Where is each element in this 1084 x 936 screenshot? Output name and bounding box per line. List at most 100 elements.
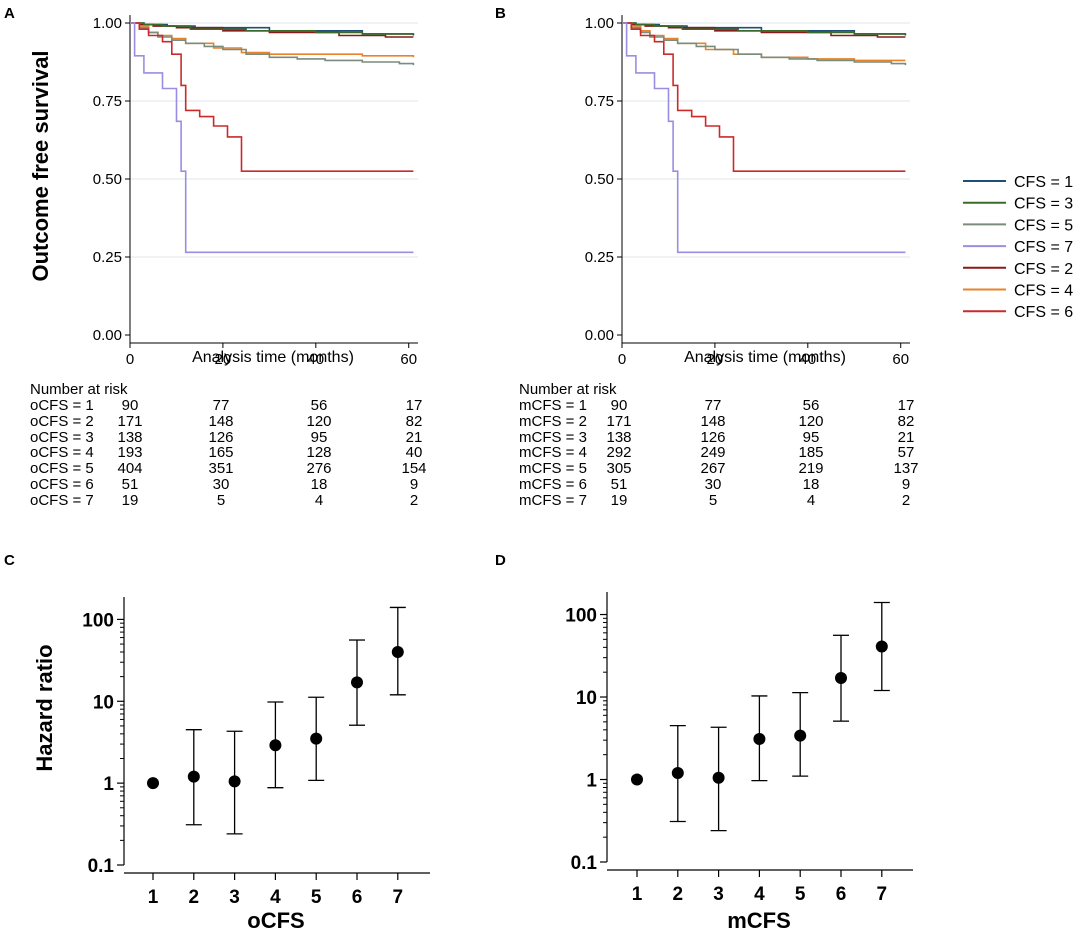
x-tick-label: 3 <box>713 884 724 905</box>
x-tick-label: 20 <box>215 351 232 368</box>
risk-row-label: mCFS = 3 <box>519 428 587 446</box>
risk-count: 351 <box>208 460 234 478</box>
x-tick-label: 7 <box>877 884 888 905</box>
risk-count: 276 <box>306 460 332 478</box>
risk-count: 171 <box>606 412 632 430</box>
risk-row: mCFS = 6 51 30 18 9 <box>519 477 979 493</box>
risk-count: 57 <box>897 444 915 462</box>
risk-count: 21 <box>405 428 423 446</box>
risk-row: oCFS = 3 138 126 95 21 <box>30 428 490 446</box>
risk-table-title: Number at risk <box>30 381 128 398</box>
risk-count: 219 <box>798 460 824 478</box>
risk-row-label: oCFS = 7 <box>30 491 94 509</box>
risk-table-title: Number at risk <box>519 381 617 398</box>
y-tick-label: 0.00 <box>585 327 614 344</box>
risk-count: 4 <box>314 491 324 509</box>
y-tick-label: 0.00 <box>93 327 122 344</box>
risk-row: oCFS = 1 90 77 56 17 <box>30 398 490 414</box>
risk-count: 18 <box>310 476 328 493</box>
y-tick-label: 1 <box>103 774 114 795</box>
risk-count: 9 <box>409 476 419 493</box>
risk-count: 30 <box>704 476 722 493</box>
hr-point <box>391 645 404 658</box>
risk-row: mCFS = 4 292 249 185 57 <box>519 445 979 461</box>
risk-row-label: mCFS = 1 <box>519 397 587 414</box>
km-chart-a: 0.00 0.25 0.50 0.75 1.00 0 20 40 60 <box>93 15 418 368</box>
x-tick-label: 6 <box>836 884 847 905</box>
risk-count: 56 <box>802 397 820 414</box>
km-line-cfs-3 <box>130 22 414 35</box>
x-tick-label: 3 <box>229 887 240 908</box>
risk-row: oCFS = 5 404 351 276 154 <box>30 461 490 477</box>
hr-point <box>875 640 888 653</box>
risk-count: 165 <box>208 444 234 462</box>
risk-row: mCFS = 2 171 148 120 82 <box>519 412 979 430</box>
hr-point <box>631 773 643 786</box>
x-tick-label: 4 <box>754 884 765 905</box>
risk-row-label: mCFS = 2 <box>519 412 587 430</box>
risk-count: 5 <box>216 491 226 509</box>
x-tick-label: 2 <box>189 887 200 908</box>
x-tick-label: 0 <box>126 351 134 368</box>
hr-point <box>794 729 807 742</box>
risk-row-label: mCFS = 4 <box>519 444 587 462</box>
hr-point <box>228 775 241 788</box>
km-line-cfs-7 <box>130 22 414 254</box>
risk-count: 77 <box>704 397 722 414</box>
risk-count: 51 <box>610 476 628 493</box>
risk-count: 249 <box>700 444 726 462</box>
y-tick-label: 10 <box>93 692 114 713</box>
km-a-ylabel: Outcome free survival <box>28 50 53 281</box>
risk-count: 77 <box>212 397 230 414</box>
km-line-cfs-5 <box>622 22 907 66</box>
legend-label: CFS = 6 <box>1014 304 1073 321</box>
x-tick-label: 5 <box>795 884 806 905</box>
risk-count: 30 <box>212 476 230 493</box>
risk-count: 267 <box>700 460 726 478</box>
risk-count: 193 <box>117 444 143 462</box>
risk-count: 9 <box>901 476 911 493</box>
y-tick-label: 0.50 <box>93 171 122 188</box>
y-tick-label: 1.00 <box>93 15 122 32</box>
risk-count: 126 <box>208 428 234 446</box>
risk-row: mCFS = 3 138 126 95 21 <box>519 428 979 446</box>
risk-row-label: oCFS = 4 <box>30 444 94 462</box>
y-tick-label: 0.1 <box>88 856 115 877</box>
y-tick-label: 0.1 <box>571 853 598 874</box>
x-tick-label: 1 <box>632 884 643 905</box>
risk-count: 154 <box>401 460 427 478</box>
y-tick-label: 100 <box>82 610 114 631</box>
km-a-xlabel: Analysis time (months) <box>192 349 354 366</box>
risk-count: 171 <box>117 412 143 430</box>
risk-count: 19 <box>610 491 628 509</box>
x-tick-label: 2 <box>673 884 684 905</box>
panel-letter-c: C <box>4 552 15 569</box>
km-line-cfs-6 <box>622 22 906 172</box>
y-tick-label: 0.25 <box>585 249 614 266</box>
risk-count: 90 <box>610 397 628 414</box>
legend-label: CFS = 7 <box>1014 239 1073 256</box>
x-tick-label: 40 <box>799 351 816 368</box>
hr-chart-d: 0.1 1 10 100 1 2 3 4 5 6 7 <box>565 592 913 905</box>
y-tick-label: 0.75 <box>585 93 614 110</box>
risk-row-label: mCFS = 5 <box>519 460 587 478</box>
km-line-cfs-7 <box>622 22 906 254</box>
legend-label: CFS = 2 <box>1014 261 1073 278</box>
hr-c-ylabel: Hazard ratio <box>32 644 57 771</box>
risk-count: 148 <box>208 412 234 430</box>
risk-row-label: mCFS = 6 <box>519 476 587 493</box>
hr-point <box>351 676 363 689</box>
risk-count: 95 <box>310 428 328 446</box>
hr-point <box>712 771 725 784</box>
risk-count: 138 <box>606 428 632 446</box>
risk-count: 126 <box>700 428 726 446</box>
y-tick-label: 0.50 <box>585 171 614 188</box>
y-tick-label: 0.25 <box>93 249 122 266</box>
y-tick-label: 10 <box>576 688 597 709</box>
risk-row: oCFS = 6 51 30 18 9 <box>30 477 490 493</box>
risk-table-b: Number at risk mCFS = 1 90 77 56 17 mCFS = 2 1… <box>519 382 979 542</box>
risk-count: 305 <box>606 460 632 478</box>
x-tick-label: 4 <box>270 887 281 908</box>
risk-count: 148 <box>700 412 726 430</box>
